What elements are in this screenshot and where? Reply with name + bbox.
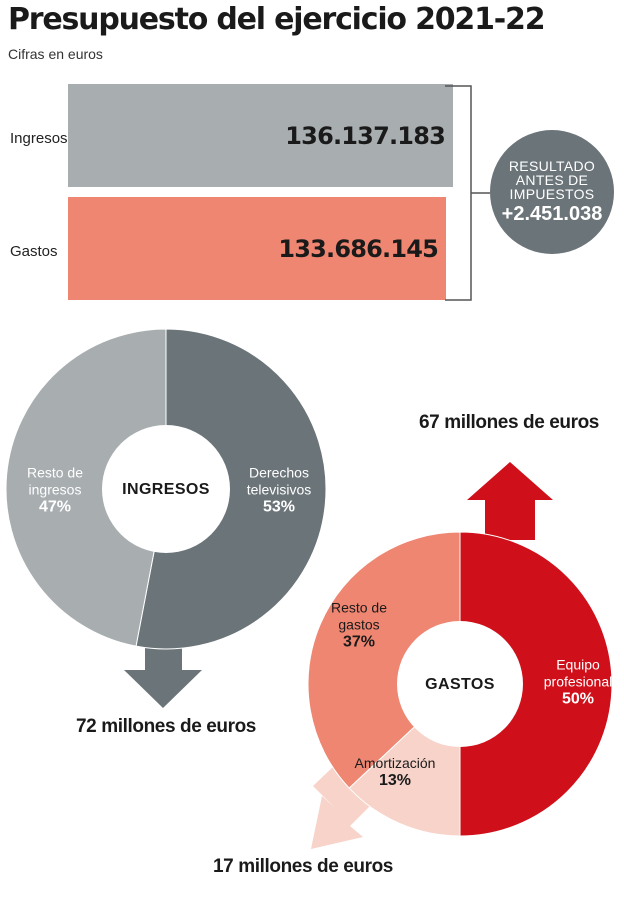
result-bracket	[445, 85, 490, 301]
slice-pct-derechos: 53%	[262, 498, 296, 516]
donut-ingresos	[5, 328, 327, 650]
slice-label-amortizacion: Amortización 13%	[355, 755, 436, 789]
slice-resto-gastos	[307, 531, 461, 789]
bar-ingresos: 136.137.183	[68, 84, 453, 187]
donut-gastos	[307, 531, 613, 837]
flow-label-ingresos: 72 millones de euros	[76, 716, 256, 737]
slice-name-derechos: Derechos televisivos	[246, 464, 312, 498]
slice-label-derechos: Derechos televisivos 53%	[231, 465, 327, 516]
slice-pct-amortizacion: 13%	[378, 772, 412, 789]
slice-name-resto-ingresos: Resto de ingresos	[26, 464, 84, 498]
slice-name-resto-gastos: Resto de gastos	[330, 599, 388, 633]
slice-pct-equipo: 50%	[561, 690, 595, 708]
slice-pct-resto-gastos: 37%	[342, 633, 376, 651]
donut-ingresos-center-label: INGRESOS	[122, 481, 210, 498]
donut-ingresos-hole	[102, 425, 230, 553]
donut-gastos-center-label: GASTOS	[425, 676, 495, 693]
slice-pct-resto-ingresos: 47%	[38, 498, 72, 516]
slice-derechos-televisivos	[135, 328, 327, 650]
flow-label-equipo: 67 millones de euros	[419, 412, 599, 433]
slice-resto-ingresos	[5, 328, 167, 647]
slice-label-resto-gastos: Resto de gastos 37%	[324, 600, 394, 651]
slice-name-equipo: Equipo profesional	[543, 656, 613, 690]
result-label: RESULTADO ANTES DE IMPUESTOS	[508, 157, 596, 202]
bar-value-gastos: 133.686.145	[278, 234, 439, 263]
chart-subtitle: Cifras en euros	[8, 46, 103, 62]
arrow-equipo-profesional	[467, 462, 553, 540]
slice-label-equipo: Equipo profesional 50%	[538, 657, 618, 708]
bar-value-ingresos: 136.137.183	[285, 121, 446, 150]
arrow-amortizacion	[311, 765, 373, 849]
chart-title: Presupuesto del ejercicio 2021-22	[8, 2, 546, 37]
bar-label-ingresos: Ingresos	[10, 130, 68, 147]
result-value: +2.451.038	[501, 202, 603, 225]
arrow-ingresos	[124, 630, 202, 708]
slice-equipo-profesional	[459, 531, 613, 837]
bar-label-gastos: Gastos	[10, 243, 58, 260]
result-circle: RESULTADO ANTES DE IMPUESTOS +2.451.038	[490, 130, 614, 254]
slice-label-resto-ingresos: Resto de ingresos 47%	[15, 465, 95, 516]
donut-gastos-hole	[397, 621, 523, 747]
flow-label-amortizacion: 17 millones de euros	[213, 856, 393, 877]
slice-name-amortizacion: Amortización	[354, 755, 436, 771]
bar-gastos: 133.686.145	[68, 197, 447, 300]
